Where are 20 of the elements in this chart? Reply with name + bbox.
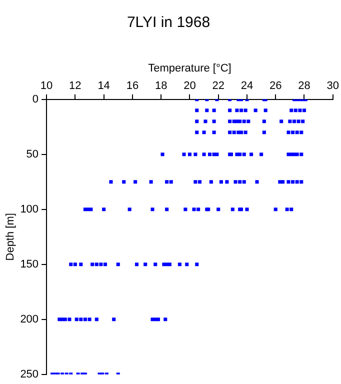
x-tick-label: 22 [212,80,224,92]
x-axis-title: Temperature [°C] [148,62,232,75]
y-tick-label: 150 [20,258,39,270]
x-tick-label: 14 [98,80,110,92]
chart-title: 7LYI in 1968 [126,14,210,32]
x-tick-label: 24 [240,80,254,92]
y-tick-label: 200 [20,313,39,326]
x-tick-label: 16 [126,80,139,92]
x-tick-label: 20 [184,80,196,92]
x-tick-label: 26 [269,80,282,92]
y-tick-label: 0 [32,93,39,106]
y-tick-label: 50 [26,148,39,160]
x-tick-label: 12 [69,80,82,92]
x-tick-label: 28 [298,80,310,92]
y-axis-title: Depth [m] [4,213,17,261]
y-tick-label: 100 [20,203,39,216]
x-tick-label: 30 [326,80,340,92]
y-tick-label: 250 [20,368,39,380]
x-tick-label: 18 [154,80,168,92]
x-tick-label: 10 [40,80,53,92]
